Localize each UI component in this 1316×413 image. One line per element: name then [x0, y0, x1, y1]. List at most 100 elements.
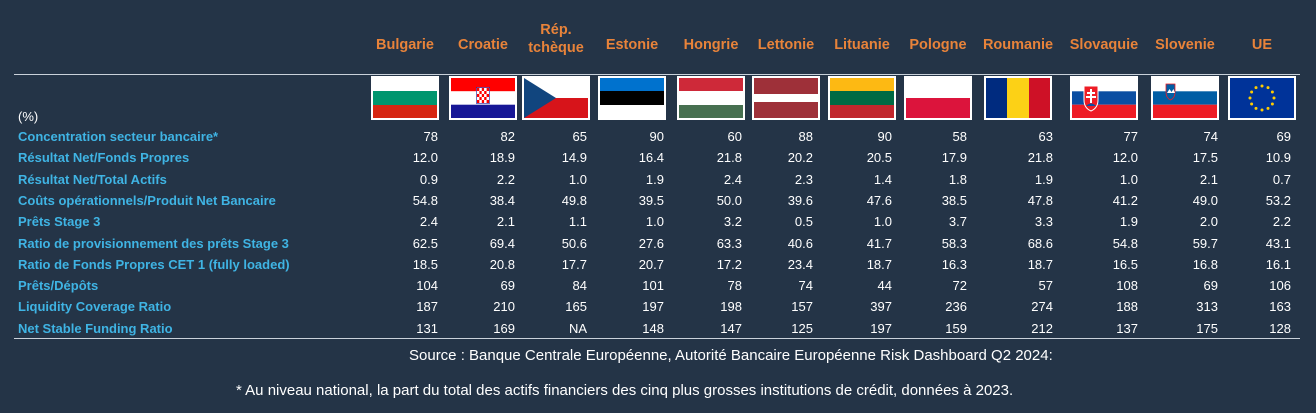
table-cell: 20.2 — [787, 150, 813, 166]
slovenia-flag-icon — [1151, 76, 1219, 120]
table-cell: 74 — [1203, 129, 1218, 144]
table-cell: 0.9 — [419, 171, 438, 187]
table-cell: 90 — [877, 129, 892, 144]
table-cell: 2.0 — [1199, 214, 1218, 230]
table-cell: 2.1 — [496, 214, 515, 230]
row-label: Net Stable Funding Ratio — [18, 320, 173, 336]
table-cell: 63.3 — [716, 235, 742, 251]
header-rule — [14, 74, 1300, 75]
table-cell: 27.6 — [638, 235, 664, 251]
row-label: Coûts opérationnels/Produit Net Bancaire — [18, 192, 276, 208]
hungary-flag-icon — [677, 76, 745, 120]
table-cell: 18.7 — [1027, 256, 1053, 272]
table-cell: 313 — [1196, 299, 1218, 315]
table-cell: 69 — [1203, 278, 1218, 294]
table-cell: 17.9 — [941, 150, 967, 166]
table-cell: 212 — [1031, 320, 1053, 336]
table-cell: 16.3 — [941, 256, 967, 272]
table-cell: 88 — [798, 129, 813, 144]
croatia-flag-icon — [449, 76, 517, 120]
table-cell: 69 — [1276, 129, 1291, 144]
table-cell: 12.0 — [412, 150, 438, 166]
table-cell: 44 — [877, 278, 892, 294]
table-cell: 236 — [945, 299, 967, 315]
table-cell: 16.8 — [1192, 256, 1218, 272]
table-cell: 21.8 — [1027, 150, 1053, 166]
table-cell: 148 — [642, 320, 664, 336]
table-cell: 18.9 — [489, 150, 515, 166]
table-cell: 101 — [642, 278, 664, 294]
table-cell: 1.9 — [645, 171, 664, 187]
column-header: Bulgarie — [375, 37, 434, 53]
table-cell: 1.1 — [568, 214, 587, 230]
table-cell: 50.0 — [716, 192, 742, 208]
table-cell: 62.5 — [412, 235, 438, 251]
table-cell: 47.8 — [1027, 192, 1053, 208]
table-cell: 17.5 — [1192, 150, 1218, 166]
table-cell: 49.0 — [1192, 192, 1218, 208]
table-cell: 2.4 — [723, 171, 742, 187]
table-cell: 90 — [649, 129, 664, 144]
table-cell: 0.5 — [794, 214, 813, 230]
column-header: UE — [1251, 37, 1273, 53]
column-header: Roumanie — [982, 37, 1054, 53]
estonia-flag-icon — [598, 76, 666, 120]
table-cell: 77 — [1123, 129, 1138, 144]
table-cell: 41.7 — [866, 235, 892, 251]
table-cell: 106 — [1269, 278, 1291, 294]
table-cell: 147 — [720, 320, 742, 336]
table-cell: 104 — [416, 278, 438, 294]
table-cell: 38.5 — [941, 192, 967, 208]
table-cell: 2.4 — [419, 214, 438, 230]
unit-label: (%) — [18, 109, 39, 124]
row-label: Concentration secteur bancaire* — [18, 129, 219, 144]
table-cell: 18.5 — [412, 256, 438, 272]
table-cell: 0.7 — [1272, 171, 1291, 187]
column-header: Slovaquie — [1069, 37, 1139, 53]
table-cell: 3.3 — [1034, 214, 1053, 230]
table-cell: 1.9 — [1119, 214, 1138, 230]
table-cell: 198 — [720, 299, 742, 315]
table-cell: 165 — [565, 299, 587, 315]
table-cell: 137 — [1116, 320, 1138, 336]
poland-flag-icon — [904, 76, 972, 120]
table-cell: 274 — [1031, 299, 1053, 315]
table-cell: 188 — [1116, 299, 1138, 315]
column-header: Estonie — [605, 37, 659, 53]
table-cell: 397 — [870, 299, 892, 315]
row-label: Prêts/Dépôts — [18, 278, 99, 294]
source-note: Source : Banque Centrale Européenne, Aut… — [409, 347, 1053, 364]
table-cell: 54.8 — [1112, 235, 1138, 251]
table-cell: 14.9 — [561, 150, 587, 166]
table-cell: 2.1 — [1199, 171, 1218, 187]
lithuania-flag-icon — [828, 76, 896, 120]
table-cell: 108 — [1116, 278, 1138, 294]
romania-flag-icon — [984, 76, 1052, 120]
table-cell: 17.7 — [561, 256, 587, 272]
table-cell: 125 — [791, 320, 813, 336]
table-cell: NA — [568, 320, 587, 336]
table-cell: 1.4 — [873, 171, 892, 187]
table-cell: 58 — [952, 129, 967, 144]
table-cell: 60 — [727, 129, 742, 144]
table-cell: 78 — [727, 278, 742, 294]
row-label: Prêts Stage 3 — [18, 214, 101, 230]
table-cell: 197 — [642, 299, 664, 315]
table-cell: 3.7 — [948, 214, 967, 230]
bulgaria-flag-icon — [371, 76, 439, 120]
table-cell: 65 — [572, 129, 587, 144]
table-cell: 1.0 — [1119, 171, 1138, 187]
table-cell: 163 — [1269, 299, 1291, 315]
table-cell: 16.1 — [1265, 256, 1291, 272]
table-cell: 47.6 — [866, 192, 892, 208]
table-cell: 2.2 — [496, 171, 515, 187]
table-cell: 16.4 — [638, 150, 664, 166]
row-label: Ratio de Fonds Propres CET 1 (fully load… — [18, 256, 290, 272]
footnote: * Au niveau national, la part du total d… — [236, 382, 1014, 399]
row-label: Ratio de provisionnement des prêts Stage… — [18, 235, 289, 251]
table-cell: 49.8 — [561, 192, 587, 208]
table-cell: 38.4 — [489, 192, 515, 208]
table-cell: 39.5 — [638, 192, 664, 208]
table-cell: 12.0 — [1112, 150, 1138, 166]
table-cell: 128 — [1269, 320, 1291, 336]
